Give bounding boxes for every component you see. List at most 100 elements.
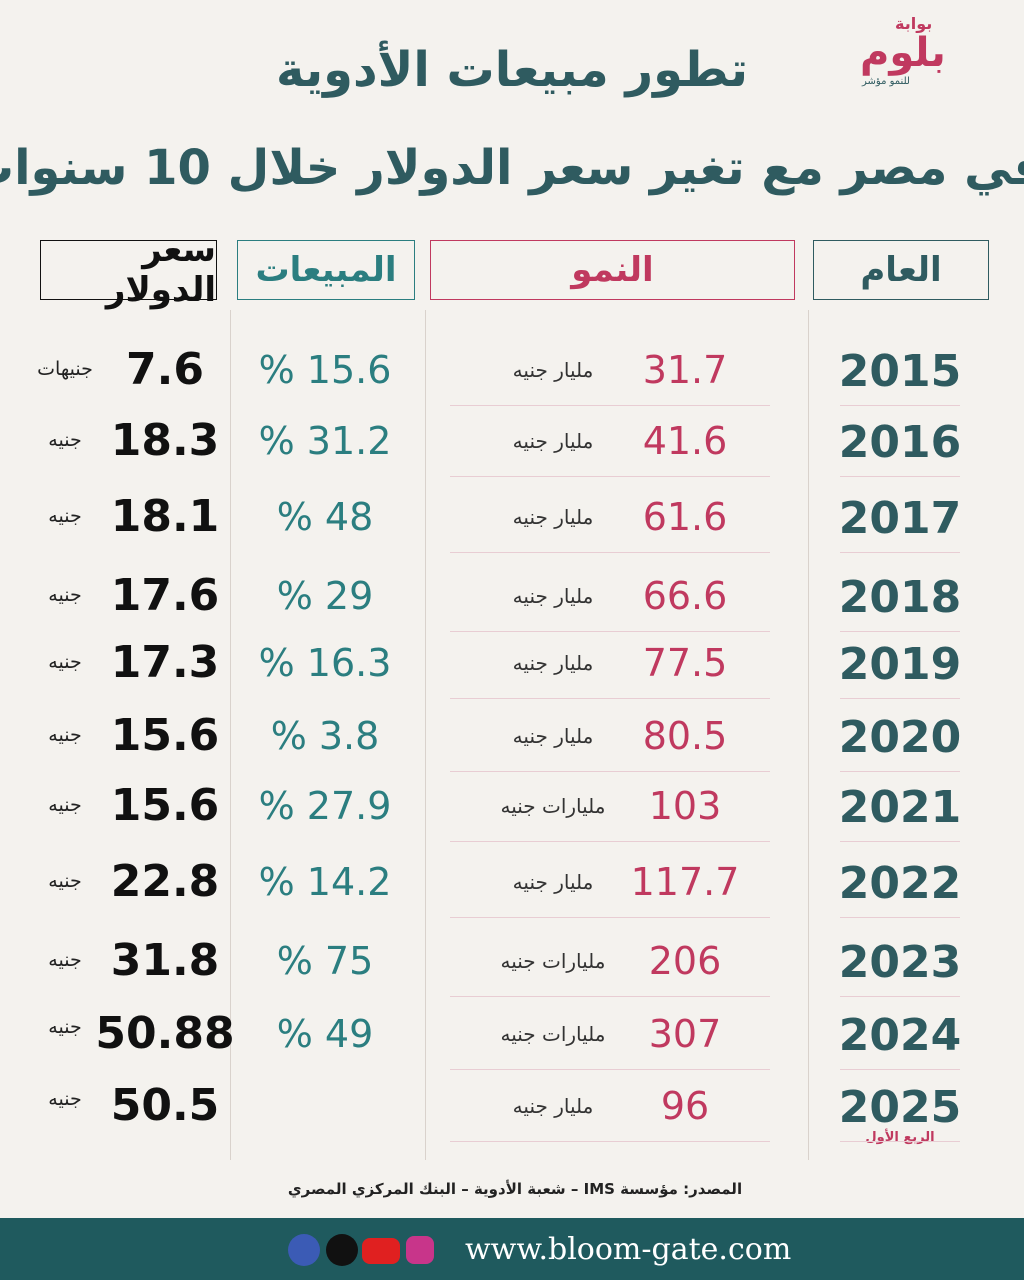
growth-unit: مليار جنيه — [512, 584, 594, 608]
column-separator — [425, 310, 426, 1160]
social-icons — [288, 1234, 434, 1266]
facebook-icon — [288, 1234, 320, 1266]
dollar-unit: جنيه — [48, 794, 82, 816]
sales-value: % 14.2 — [258, 860, 392, 904]
row-line — [840, 996, 960, 997]
year: 2020 — [838, 712, 962, 763]
row-line — [840, 631, 960, 632]
dollar-value: 7.6 — [126, 344, 204, 395]
row-line — [840, 1069, 960, 1070]
row-line — [840, 405, 960, 406]
sales-value: % 49 — [276, 1012, 374, 1056]
growth-value: 117.7 — [630, 860, 740, 904]
sales-value: % 48 — [276, 495, 374, 539]
dollar-value: 18.1 — [110, 491, 220, 542]
year-note: الربع الأول — [865, 1130, 935, 1145]
row-line — [840, 698, 960, 699]
row-line — [840, 1141, 960, 1142]
growth-unit: مليار جنيه — [512, 1094, 594, 1118]
dollar-value: 15.6 — [110, 710, 220, 761]
growth-unit: مليار جنيه — [512, 870, 594, 894]
dollar-unit: جنيه — [48, 429, 82, 451]
sales-value: % 15.6 — [258, 348, 392, 392]
dollar-value: 31.8 — [110, 935, 220, 986]
growth-value: 41.6 — [642, 419, 728, 463]
growth-value: 66.6 — [642, 574, 728, 618]
sales-value: % 29 — [276, 574, 374, 618]
dollar-value: 17.6 — [110, 570, 220, 621]
row-line — [450, 996, 770, 997]
row-line — [450, 771, 770, 772]
growth-value: 307 — [648, 1012, 722, 1056]
year: 2016 — [838, 417, 962, 468]
dollar-value: 50.5 — [110, 1080, 220, 1131]
row-line — [840, 841, 960, 842]
logo-top: بوابة — [895, 14, 933, 33]
footer-bar — [0, 1218, 1024, 1280]
title-line1: تطور مبيعات الأدوية — [276, 42, 748, 98]
growth-value: 103 — [648, 784, 722, 828]
column-separator — [808, 310, 809, 1160]
header-growth: النمو — [430, 240, 795, 300]
row-line — [840, 771, 960, 772]
instagram-icon — [406, 1236, 434, 1264]
dollar-unit: جنيه — [48, 1088, 82, 1110]
logo-name: بلوم — [860, 30, 946, 76]
dollar-unit: جنيه — [48, 724, 82, 746]
row-line — [840, 552, 960, 553]
source: المصدر: مؤسسة IMS – شعبة الأدوية – البنك… — [287, 1180, 743, 1198]
growth-value: 61.6 — [642, 495, 728, 539]
growth-unit: مليارات جنيه — [500, 794, 606, 818]
row-line — [450, 1069, 770, 1070]
row-line — [450, 917, 770, 918]
growth-unit: مليارات جنيه — [500, 949, 606, 973]
row-line — [450, 405, 770, 406]
dollar-value: 17.3 — [110, 637, 220, 688]
sales-value: % 27.9 — [258, 784, 392, 828]
dollar-unit: جنيه — [48, 584, 82, 606]
dollar-unit: جنيهات — [37, 358, 93, 380]
row-line — [840, 917, 960, 918]
dollar-unit: جنيه — [48, 1016, 82, 1038]
year: 2021 — [838, 782, 962, 833]
growth-unit: مليار جنيه — [512, 651, 594, 675]
dollar-unit: جنيه — [48, 870, 82, 892]
growth-value: 96 — [660, 1084, 710, 1128]
row-line — [450, 476, 770, 477]
column-separator — [230, 310, 231, 1160]
year: 2022 — [838, 858, 962, 909]
year: 2017 — [838, 493, 962, 544]
year: 2025 — [838, 1082, 962, 1133]
row-line — [450, 698, 770, 699]
dollar-value: 22.8 — [110, 856, 220, 907]
dollar-value: 50.88 — [95, 1008, 235, 1059]
x-icon — [326, 1234, 358, 1266]
sales-value: % 3.8 — [270, 714, 380, 758]
dollar-unit: جنيه — [48, 949, 82, 971]
growth-unit: مليارات جنيه — [500, 1022, 606, 1046]
growth-unit: مليار جنيه — [512, 358, 594, 382]
year: 2015 — [838, 346, 962, 397]
sales-value: % 31.2 — [258, 419, 392, 463]
logo-tagline: للنمو مؤشر — [862, 76, 910, 87]
dollar-value: 18.3 — [110, 415, 220, 466]
row-line — [450, 631, 770, 632]
header-year: العام — [813, 240, 989, 300]
row-line — [450, 841, 770, 842]
growth-unit: مليار جنيه — [512, 505, 594, 529]
dollar-value: 15.6 — [110, 780, 220, 831]
title-line2: في مصر مع تغير سعر الدولار خلال 10 سنوات — [0, 140, 1024, 196]
year: 2023 — [838, 937, 962, 988]
header-sales: المبيعات — [237, 240, 415, 300]
year: 2024 — [838, 1010, 962, 1061]
dollar-unit: جنيه — [48, 505, 82, 527]
youtube-icon — [362, 1238, 400, 1264]
row-line — [840, 476, 960, 477]
sales-value: % 16.3 — [258, 641, 392, 685]
growth-value: 206 — [648, 939, 722, 983]
growth-value: 77.5 — [642, 641, 728, 685]
growth-unit: مليار جنيه — [512, 724, 594, 748]
year: 2018 — [838, 572, 962, 623]
dollar-unit: جنيه — [48, 651, 82, 673]
